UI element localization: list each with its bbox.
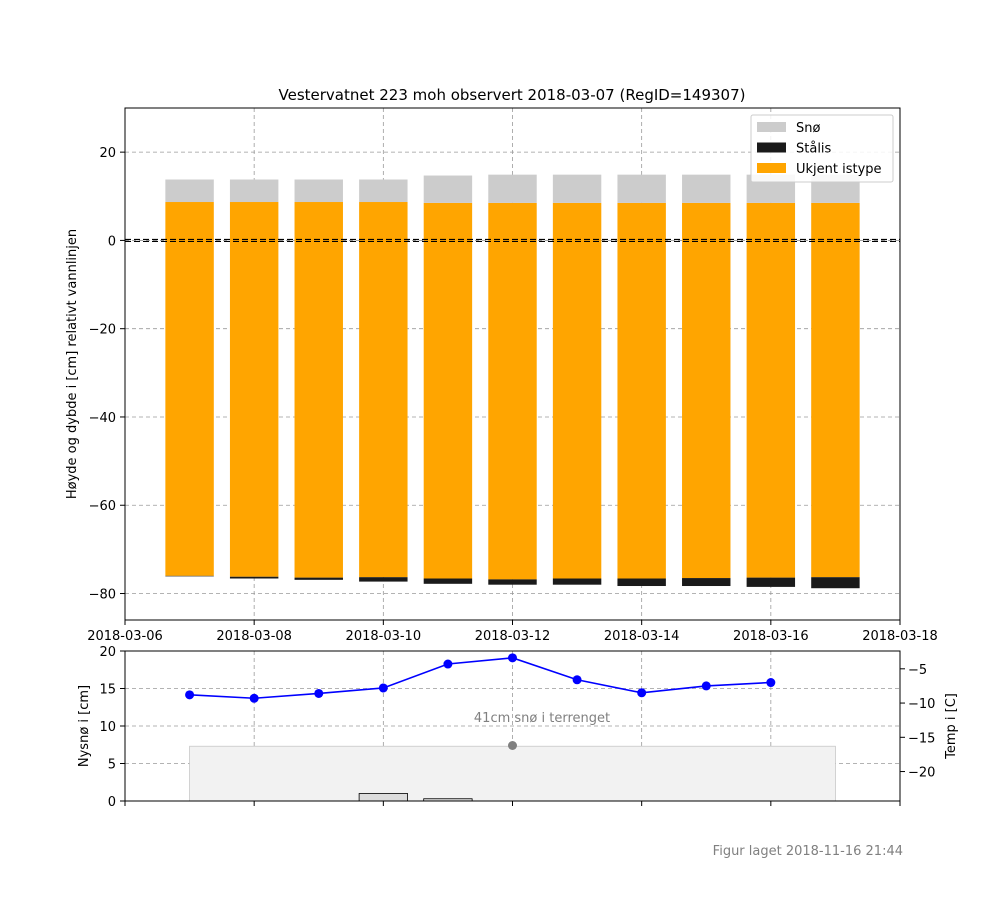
bar-ukjent-istype-2018-03-12: [488, 202, 537, 580]
bar-sn--2018-03-07: [165, 179, 214, 203]
bar-sn--2018-03-12: [488, 174, 537, 203]
bar-sn--2018-03-13: [552, 174, 602, 203]
terrain-snow-area: [189, 745, 836, 802]
weather-x-ticks: [124, 801, 901, 806]
temperature-series: [185, 653, 776, 703]
x-tick-label: 2018-03-08: [216, 629, 292, 644]
bar-sn--2018-03-09: [294, 179, 343, 203]
chart-title: Vestervatnet 223 moh observert 2018-03-0…: [279, 86, 746, 104]
bar-sn--2018-03-11: [423, 175, 473, 203]
temperature-point-2018-03-16: [766, 678, 776, 688]
y-tick-label: −40: [89, 411, 116, 426]
annotation-label: 41cm snø i terrenget: [474, 711, 610, 726]
temperature-point-2018-03-08: [249, 693, 259, 703]
y-axis-label: Høyde og dybde i [cm] relativt vannlinje…: [65, 229, 80, 499]
x-tick-label: 2018-03-18: [862, 629, 938, 644]
weather-chart: 41cm snø i terrenget 0 5 10 15 20 −5 −10 −15 −2…: [77, 645, 959, 810]
legend-swatch: [757, 122, 786, 132]
x-tick-label: 2018-03-16: [733, 629, 809, 644]
bar-ukjent-istype-2018-03-11: [423, 202, 473, 579]
bar-sn--2018-03-08: [229, 179, 279, 203]
bar-st-lis-2018-03-11: [423, 578, 473, 584]
figure-timestamp: Figur laget 2018-11-16 21:44: [713, 844, 903, 859]
temp-y-tick-label: −20: [908, 766, 935, 781]
weather-y-tick-label: 10: [99, 720, 116, 735]
legend-label: Snø: [796, 121, 820, 136]
y-tick-label: −60: [89, 499, 116, 514]
bar-st-lis-2018-03-12: [488, 579, 537, 585]
bar-st-lis-2018-03-07: [165, 575, 214, 577]
temperature-line: [189, 657, 771, 700]
waterline: [125, 238, 900, 243]
bar-ukjent-istype-2018-03-10: [359, 202, 408, 578]
bar-ukjent-istype-2018-03-17: [811, 202, 860, 578]
bar-st-lis-2018-03-09: [294, 577, 343, 580]
bar-st-lis-2018-03-14: [617, 578, 666, 587]
bar-ukjent-istype-2018-03-07: [165, 202, 214, 576]
temperature-point-2018-03-15: [701, 681, 711, 691]
bar-st-lis-2018-03-16: [746, 577, 796, 587]
bar-sn--2018-03-15: [682, 174, 731, 203]
temperature-point-2018-03-07: [185, 690, 195, 700]
bar-st-lis-2018-03-13: [552, 578, 602, 585]
temp-y-tick-label: −15: [908, 731, 935, 746]
bar-ukjent-istype-2018-03-14: [617, 202, 666, 579]
legend-swatch: [757, 163, 786, 173]
bar-st-lis-2018-03-08: [229, 576, 279, 579]
legend: Snø Stålis Ukjent istype: [750, 114, 894, 183]
main-chart: Vestervatnet 223 moh observert 2018-03-0…: [65, 86, 938, 644]
weather-y-tick-label: 15: [99, 683, 116, 698]
main-x-ticks: 2018-03-06 2018-03-08 2018-03-10 2018-03-12…: [87, 620, 938, 644]
weather-left-y-ticks: 0 5 10 15 20: [99, 645, 125, 810]
terrain-snow-band: [189, 745, 836, 802]
weather-y-tick-label: 5: [108, 758, 116, 773]
bar-ukjent-istype-2018-03-08: [229, 202, 279, 577]
temperature-point-2018-03-13: [572, 675, 582, 685]
x-tick-label: 2018-03-12: [475, 629, 551, 644]
bar-sn--2018-03-10: [359, 179, 408, 203]
y-tick-label: 0: [108, 234, 116, 249]
main-bars: [165, 174, 860, 589]
main-y-ticks: 20 0 −20 −40 −60 −80: [89, 146, 125, 603]
new-snow-bar-2018-03-10: [358, 793, 408, 802]
x-tick-label: 2018-03-06: [87, 629, 163, 644]
temperature-axis-label: Temp i [C]: [944, 693, 959, 760]
temp-y-tick-label: −10: [908, 697, 935, 712]
temperature-point-2018-03-14: [637, 688, 647, 698]
temp-y-tick-label: −5: [908, 663, 927, 678]
annotation-marker: [508, 741, 517, 750]
legend-label: Ukjent istype: [796, 162, 882, 177]
bar-sn--2018-03-14: [617, 174, 666, 203]
weather-y-tick-label: 0: [108, 795, 116, 810]
new-snow-axis-label: Nysnø i [cm]: [77, 685, 92, 767]
x-tick-label: 2018-03-10: [346, 629, 422, 644]
bar-st-lis-2018-03-15: [682, 578, 731, 587]
bar-ukjent-istype-2018-03-13: [552, 202, 602, 579]
y-tick-label: 20: [99, 146, 116, 161]
x-tick-label: 2018-03-14: [604, 629, 680, 644]
temperature-point-2018-03-10: [378, 683, 388, 693]
bar-st-lis-2018-03-17: [811, 577, 860, 589]
y-tick-label: −20: [89, 323, 116, 338]
bar-st-lis-2018-03-10: [359, 577, 408, 582]
legend-label: Stålis: [796, 142, 832, 157]
temperature-point-2018-03-12: [508, 653, 517, 663]
bar-ukjent-istype-2018-03-09: [294, 202, 343, 578]
legend-box: [750, 114, 894, 183]
legend-swatch: [757, 142, 786, 153]
weather-y-tick-label: 20: [99, 645, 116, 660]
bar-ukjent-istype-2018-03-15: [682, 202, 731, 579]
temperature-point-2018-03-11: [443, 659, 453, 669]
weather-right-y-ticks: −5 −10 −15 −20: [900, 663, 935, 781]
y-tick-label: −80: [89, 588, 116, 603]
annotation: 41cm snø i terrenget: [474, 711, 610, 750]
temperature-point-2018-03-09: [314, 688, 324, 698]
bar-ukjent-istype-2018-03-16: [746, 202, 796, 578]
